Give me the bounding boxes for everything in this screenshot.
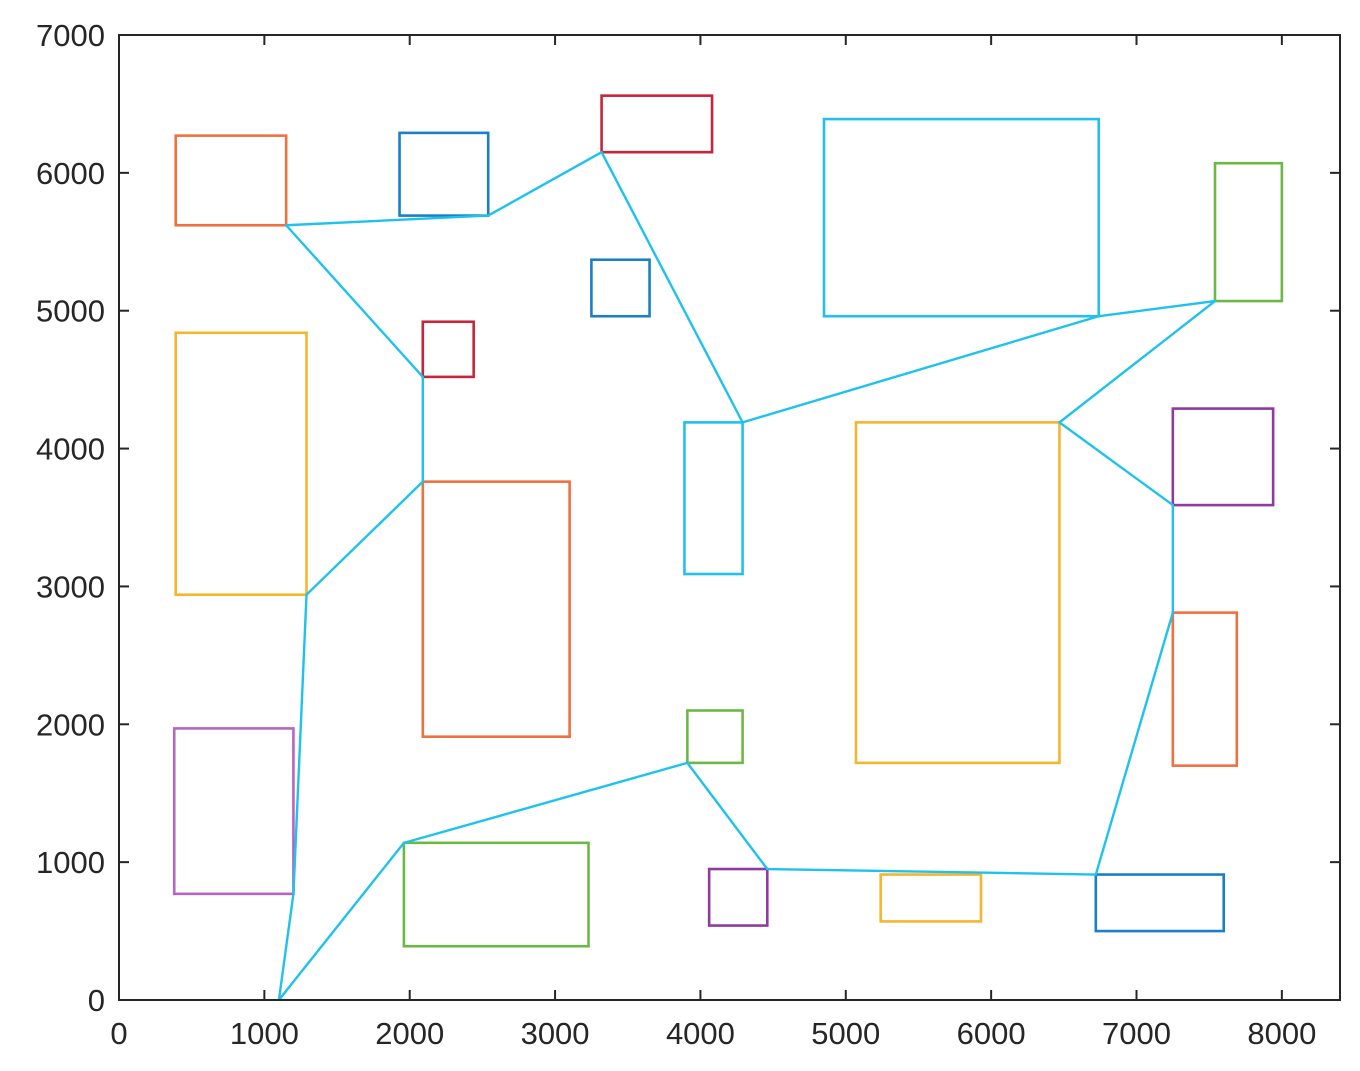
obstacle-rect [174, 331, 308, 596]
y-tick-label: 0 [88, 983, 105, 1018]
obstacle-rect [402, 841, 590, 948]
obstacle-rect [822, 117, 1101, 318]
x-tick-label: 8000 [1247, 1016, 1316, 1051]
y-tick-label: 7000 [36, 18, 105, 53]
x-tick-label: 1000 [230, 1016, 299, 1051]
path-line [277, 150, 1217, 1001]
obstacle-rect [1094, 873, 1226, 933]
obstacle-rect [879, 873, 983, 923]
path-series [277, 150, 1217, 1001]
obstacle-rect [1213, 161, 1284, 303]
obstacle-rect [172, 727, 295, 896]
obstacle-rect [686, 709, 744, 765]
obstacle-rect [421, 480, 571, 738]
x-tick-label: 7000 [1102, 1016, 1171, 1051]
x-tick-label: 3000 [521, 1016, 590, 1051]
obstacle-rect [854, 421, 1061, 765]
obstacle-rect [1171, 407, 1275, 507]
obstacle-rectangles [172, 94, 1284, 948]
y-tick-label: 3000 [36, 569, 105, 604]
x-tick-label: 2000 [375, 1016, 444, 1051]
x-tick-label: 0 [110, 1016, 127, 1051]
obstacle-rect [707, 867, 769, 927]
obstacle-rect [590, 258, 651, 318]
y-tick-label: 5000 [36, 294, 105, 329]
obstacle-rect [174, 134, 288, 227]
obstacle-rect [683, 421, 744, 576]
obstacle-rect [398, 131, 490, 217]
axis-ticks [118, 34, 1340, 1001]
y-tick-label: 2000 [36, 707, 105, 742]
obstacle-rect [421, 320, 475, 379]
axes-box [118, 34, 1341, 1001]
x-tick-label: 4000 [666, 1016, 735, 1051]
obstacle-rect [1171, 611, 1239, 767]
y-tick-label: 6000 [36, 156, 105, 191]
x-tick-label: 5000 [811, 1016, 880, 1051]
obstacle-rect [600, 94, 714, 154]
y-tick-label: 4000 [36, 432, 105, 467]
x-tick-label: 6000 [957, 1016, 1026, 1051]
y-tick-label: 1000 [36, 845, 105, 880]
tick-labels: 0 1000 2000 3000 4000 5000 6000 7000 8000 0 1000 20… [36, 18, 1316, 1051]
